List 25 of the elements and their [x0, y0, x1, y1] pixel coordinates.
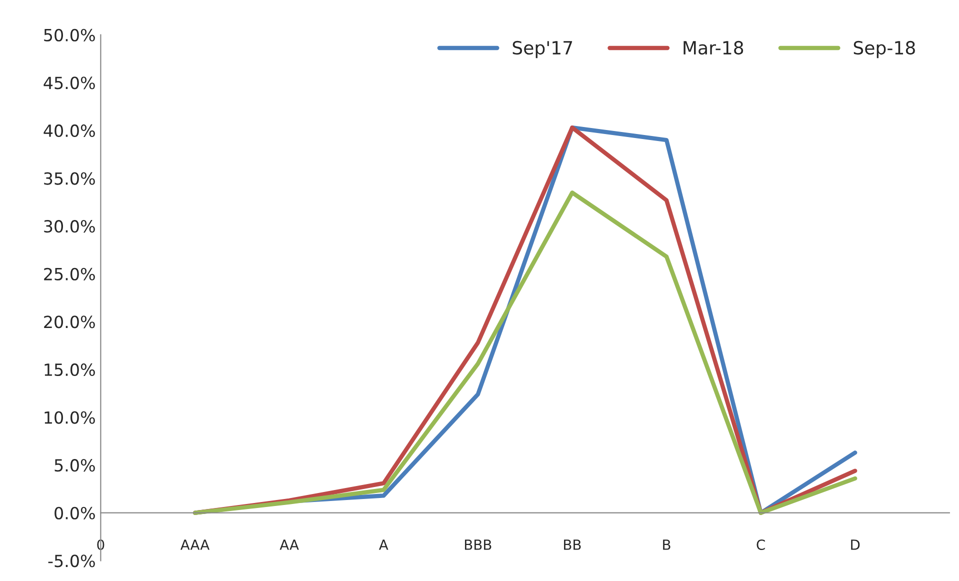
legend-label: Sep'17	[512, 40, 572, 58]
x-tick-label: AA	[280, 540, 299, 550]
x-tick-label: AAA	[180, 540, 210, 550]
x-tick-label: BBB	[464, 540, 492, 550]
y-tick-label: 10.0%	[44, 411, 95, 424]
x-tick-label: A	[378, 540, 388, 550]
y-tick-label: 25.0%	[44, 268, 95, 280]
x-tick-label: B	[663, 540, 670, 550]
x-tick-label: C	[756, 540, 765, 550]
y-tick-label: 40.0%	[44, 124, 95, 138]
y-tick-label: 45.0%	[44, 76, 95, 90]
x-tick-label: BB	[564, 540, 581, 550]
y-tick-label: 50.0%	[44, 28, 95, 42]
legend-label: Sep-18	[854, 40, 915, 58]
y-tick-label: 20.0%	[44, 316, 95, 328]
y-tick-label: 5.0%	[54, 459, 95, 472]
x-tick-label: D	[851, 540, 860, 550]
y-tick-label: -5.0%	[48, 554, 95, 568]
y-tick-label: 35.0%	[44, 172, 95, 185]
line-series	[192, 190, 858, 515]
x-tick-label: 0	[97, 540, 104, 550]
y-tick-label: 0.0%	[54, 506, 95, 520]
y-tick-label: 30.0%	[44, 220, 95, 233]
legend-label: Mar-18	[684, 40, 744, 55]
y-tick-label: 15.0%	[44, 363, 95, 376]
